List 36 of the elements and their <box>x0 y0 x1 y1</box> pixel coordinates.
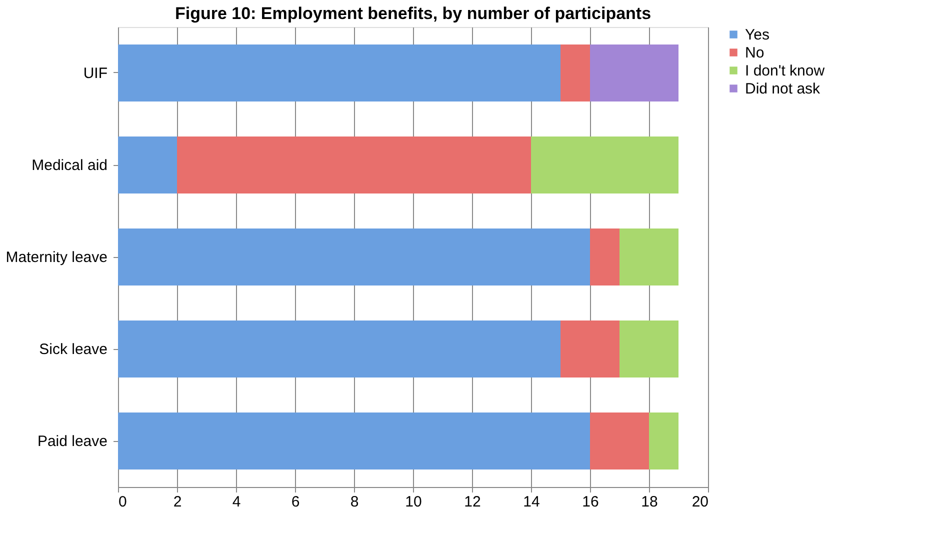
bar <box>590 44 678 102</box>
x-tick-label: 6 <box>291 494 300 510</box>
chart-title: Figure 10: Employment benefits, by number of participants <box>174 4 652 23</box>
bar <box>620 320 678 378</box>
bar <box>560 44 590 102</box>
bar <box>118 320 560 378</box>
x-tick-label: 8 <box>350 494 359 510</box>
x-tick-label: 12 <box>464 494 481 510</box>
y-tick-label: UIF <box>83 65 108 82</box>
bar <box>590 412 649 470</box>
legend-label: Yes <box>745 26 770 44</box>
bar <box>118 44 560 102</box>
x-tick-label: 0 <box>118 494 127 510</box>
bar <box>620 228 678 286</box>
bar <box>590 228 620 286</box>
legend-label: No <box>745 44 764 62</box>
bar <box>118 228 590 286</box>
x-tick-label: 10 <box>405 494 422 510</box>
x-tick-label: 16 <box>582 494 599 510</box>
x-tick-label: 4 <box>232 494 241 510</box>
x-tick-label: 20 <box>692 494 708 510</box>
y-tick-label: Maternity leave <box>6 249 108 266</box>
legend-label: Did not ask <box>745 80 821 98</box>
bar <box>118 412 590 470</box>
y-tick-label: Medical aid <box>32 157 108 174</box>
x-tick-label: 2 <box>173 494 182 510</box>
legend-label: I don't know <box>745 62 825 80</box>
x-tick-label: 18 <box>641 494 658 510</box>
bar <box>177 136 531 194</box>
bar <box>560 320 620 378</box>
bar <box>118 136 177 194</box>
x-tick-label: 14 <box>523 494 540 510</box>
bar <box>531 136 678 194</box>
y-tick-label: Sick leave <box>39 341 108 358</box>
y-tick-label: Paid leave <box>37 433 108 450</box>
bar <box>649 412 678 470</box>
